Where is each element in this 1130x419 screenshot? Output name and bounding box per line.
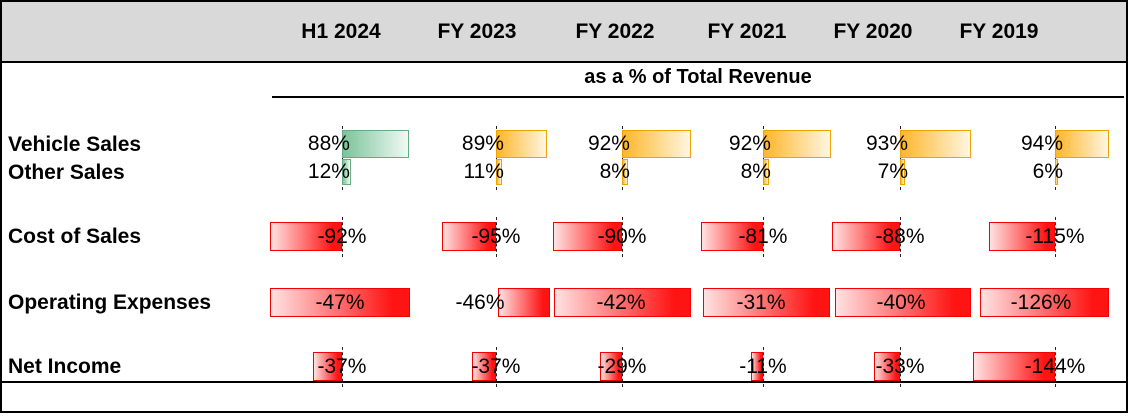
row-label-cost-of-sales: Cost of Sales	[8, 225, 142, 248]
data-bar-red	[972, 352, 1055, 381]
cell-value: -42%	[596, 290, 646, 314]
data-bar-red	[441, 222, 496, 251]
cell-value: -95%	[471, 224, 521, 248]
cell-value: -144%	[1024, 354, 1086, 378]
zero-axis-line	[621, 347, 623, 387]
cell-value: 12%	[307, 160, 350, 183]
data-bar-orange	[762, 159, 769, 185]
data-bar-red	[553, 288, 691, 317]
cell-value: 92%	[728, 132, 771, 155]
data-bar-orange	[495, 130, 547, 158]
data-bar-orange	[621, 130, 691, 158]
row-label-net-income: Net Income	[8, 355, 122, 378]
column-header-fy-2019: FY 2019	[959, 20, 1039, 43]
zero-axis-line	[900, 217, 902, 257]
data-bar-orange	[1055, 159, 1059, 185]
data-bar-green	[341, 130, 410, 158]
cell-value: 11%	[463, 160, 504, 183]
cell-value: -47%	[315, 290, 365, 314]
cell-value: -90%	[597, 224, 647, 248]
zero-axis-line	[1055, 347, 1056, 387]
cell-value: 93%	[865, 132, 909, 155]
data-bar-orange	[495, 159, 503, 185]
row-label-operating-expenses: Operating Expenses	[8, 291, 212, 314]
cell-value: -31%	[736, 290, 786, 314]
cell-value: -40%	[876, 290, 926, 314]
data-bar-red	[270, 288, 410, 317]
cell-value: -81%	[738, 224, 788, 248]
data-bar-red	[700, 222, 763, 251]
data-bar-red	[498, 288, 550, 317]
cell-value: -92%	[317, 224, 367, 248]
cell-value: 88%	[307, 132, 350, 155]
cell-value: -46%	[455, 290, 505, 314]
data-bar-red	[979, 288, 1109, 317]
data-bar-red	[835, 288, 971, 317]
data-bar-red	[703, 288, 830, 317]
data-bar-orange	[900, 159, 906, 185]
zero-axis-line	[495, 347, 497, 387]
zero-axis-line	[762, 347, 764, 387]
zero-axis-line	[1055, 126, 1056, 190]
column-header-h1-2024: H1 2024	[301, 20, 381, 43]
data-bar-red	[312, 352, 342, 381]
data-bar-orange	[762, 130, 831, 158]
zero-axis-line	[495, 126, 497, 190]
data-bar-red	[552, 222, 622, 251]
cell-value: -33%	[875, 354, 925, 378]
column-header-fy-2020: FY 2020	[833, 20, 913, 43]
cell-value: -88%	[875, 224, 925, 248]
cell-value: 7%	[877, 160, 909, 183]
data-bar-orange	[1055, 130, 1110, 158]
cell-value: 92%	[587, 132, 630, 155]
data-bar-red	[600, 352, 622, 381]
data-bar-orange	[900, 130, 971, 158]
zero-axis-line	[341, 347, 343, 387]
cell-value: 8%	[740, 160, 771, 183]
column-header-fy-2021: FY 2021	[707, 20, 787, 43]
data-bar-red	[831, 222, 900, 251]
cell-value: -37%	[317, 354, 367, 378]
zero-axis-line	[900, 126, 902, 190]
bottom-rule	[2, 381, 1126, 383]
cell-value: 6%	[1032, 160, 1063, 183]
data-bar-red	[873, 352, 900, 381]
column-header-fy-2023: FY 2023	[437, 20, 517, 43]
zero-axis-line	[900, 347, 902, 387]
data-bar-red	[472, 352, 496, 381]
subtitle-underline	[272, 96, 1124, 98]
row-label-vehicle-sales: Vehicle Sales	[8, 133, 142, 156]
data-bar-green	[341, 159, 352, 185]
data-bar-red	[989, 222, 1055, 251]
zero-axis-line	[621, 217, 623, 257]
column-header-fy-2022: FY 2022	[575, 20, 655, 43]
cell-value: -11%	[739, 354, 787, 378]
zero-axis-line	[621, 126, 623, 190]
cell-value: 8%	[599, 160, 630, 183]
cell-value: -37%	[471, 354, 521, 378]
zero-axis-line	[495, 217, 497, 257]
zero-axis-line	[1055, 217, 1056, 257]
zero-axis-line	[341, 217, 343, 257]
zero-axis-line	[341, 126, 343, 190]
data-bar-red	[270, 222, 342, 251]
cell-value: -29%	[597, 354, 647, 378]
cell-value: 94%	[1020, 132, 1063, 155]
data-bar-red	[750, 352, 763, 381]
cell-value: 89%	[461, 132, 504, 155]
data-bar-orange	[621, 159, 628, 185]
cell-value: -115%	[1025, 224, 1085, 248]
cell-value: -126%	[1010, 290, 1072, 314]
row-label-other-sales: Other Sales	[8, 161, 125, 184]
zero-axis-line	[762, 126, 764, 190]
zero-axis-line	[762, 217, 764, 257]
table-subtitle: as a % of Total Revenue	[584, 66, 812, 88]
period-header-row	[2, 2, 1126, 63]
